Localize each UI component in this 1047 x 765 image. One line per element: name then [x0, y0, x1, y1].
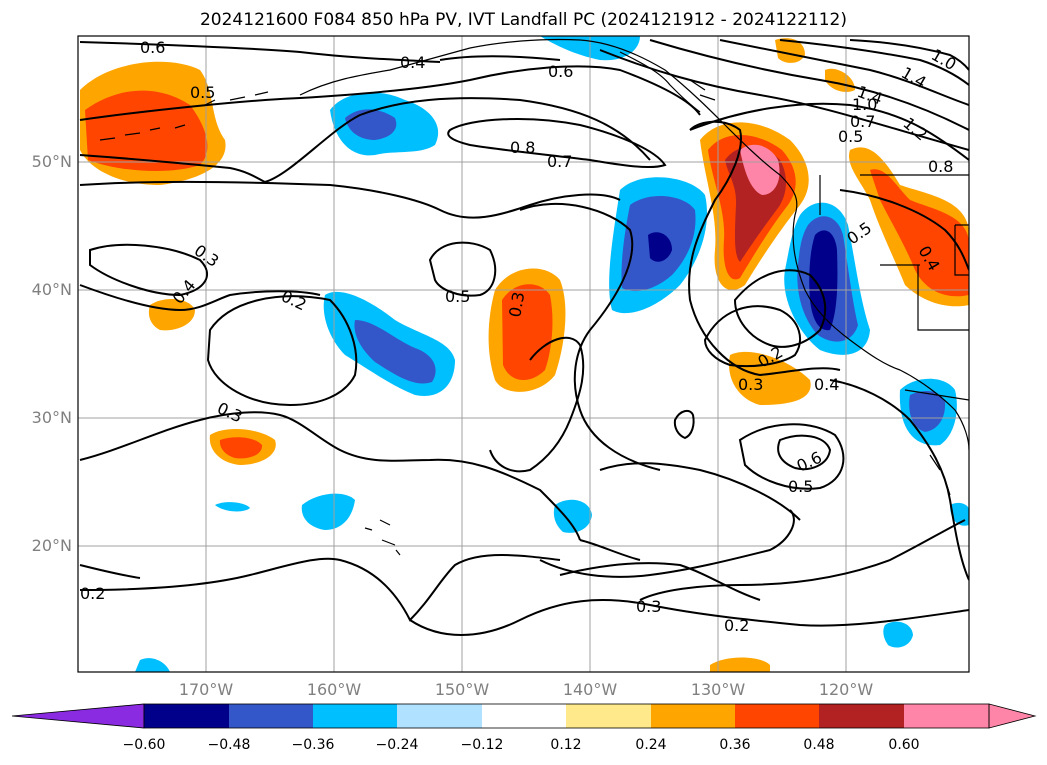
colorbar-bin	[819, 704, 904, 728]
coastlines	[99, 38, 969, 556]
contour-label: 1.2	[899, 114, 931, 145]
colorbar	[11, 703, 1037, 729]
colorbar-tick: −0.60	[122, 737, 166, 753]
map-title: 2024121600 F084 850 hPa PV, IVT Landfall…	[199, 10, 847, 30]
pv-positive-coast	[700, 122, 809, 291]
colorbar-extend-max	[988, 703, 1037, 729]
pv-negative-west	[323, 291, 455, 396]
lat-label: 40°N	[31, 280, 72, 299]
lon-label: 170°W	[178, 680, 234, 699]
colorbar-tick: −0.24	[375, 737, 419, 753]
contour-label: 0.6	[140, 38, 165, 57]
pv-negative-coast	[784, 202, 870, 355]
lon-label: 140°W	[562, 680, 618, 699]
pv-positive-small	[148, 38, 855, 672]
ivt-contours	[79, 39, 969, 636]
contour-label: 0.3	[636, 597, 661, 616]
contour-label: 0.3	[191, 241, 223, 271]
contour-label: 0.3	[738, 375, 763, 394]
contour-label: 0.3	[505, 290, 528, 318]
contour-label: 1.0	[852, 95, 877, 114]
pv-positive-mid	[488, 268, 566, 392]
contour-label: 0.4	[400, 53, 425, 72]
pv-shading	[80, 36, 969, 672]
colorbar-tick: 0.60	[888, 737, 920, 753]
colorbar-bin	[566, 704, 651, 728]
contour-label: 0.6	[548, 62, 573, 81]
lat-label: 20°N	[31, 536, 72, 555]
contour-label: 0.5	[190, 83, 215, 102]
colorbar-tick: 0.24	[635, 737, 667, 753]
contour-label: 0.6	[794, 448, 825, 476]
colorbar-bin	[313, 704, 397, 728]
contour-label: 0.8	[928, 157, 953, 176]
contour-label: 0.7	[850, 112, 875, 131]
lon-label: 160°W	[306, 680, 362, 699]
colorbar-tick: 0.48	[803, 737, 835, 753]
contour-label: 0.8	[510, 138, 535, 157]
colorbar-tick: 0.36	[719, 737, 751, 753]
colorbar-bin	[651, 704, 735, 728]
colorbar-tick: −0.36	[291, 737, 335, 753]
lon-label: 150°W	[434, 680, 490, 699]
colorbar-bin	[482, 704, 566, 728]
colorbar-bin	[397, 704, 482, 728]
colorbar-bin	[229, 704, 313, 728]
lat-label: 30°N	[31, 408, 72, 427]
contour-label: 1.0	[928, 45, 960, 74]
colorbar-extend-min	[11, 703, 145, 729]
colorbar-tick: −0.12	[460, 737, 504, 753]
contour-label: 0.2	[80, 584, 105, 603]
map-frame	[77, 35, 970, 673]
pv-positive-nw	[80, 61, 226, 185]
pv-negative-small	[135, 378, 969, 672]
pv-negative-mid	[609, 177, 708, 314]
colorbar-tick: 0.12	[550, 737, 582, 753]
contour-label: 0.5	[838, 127, 863, 146]
pv-negative-north	[330, 36, 640, 156]
lon-label: 120°W	[818, 680, 874, 699]
colorbar-bin	[144, 704, 229, 728]
contour-label: 0.7	[547, 152, 572, 171]
colorbar-bin	[904, 704, 989, 728]
colorbar-bin	[735, 704, 819, 728]
contour-label: 0.5	[788, 477, 813, 496]
contour-label: 0.4	[814, 375, 839, 394]
lat-label: 50°N	[31, 152, 72, 171]
lon-label: 130°W	[690, 680, 746, 699]
colorbar-tick: −0.48	[207, 737, 251, 753]
contour-label: 0.3	[214, 398, 245, 426]
contour-label: 0.2	[724, 616, 749, 635]
pv-positive-east	[849, 147, 969, 307]
contour-label: 0.5	[445, 287, 470, 306]
